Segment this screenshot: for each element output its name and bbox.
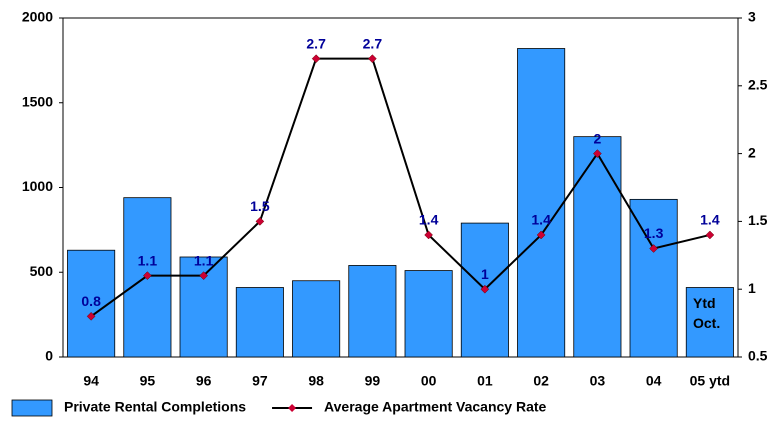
y-tick-label: 0	[45, 348, 53, 364]
marker	[649, 244, 658, 253]
y2-tick-label: 1	[748, 280, 756, 296]
data-label: 1.4	[531, 212, 551, 228]
x-tick-label: 01	[477, 373, 493, 389]
marker	[424, 230, 433, 240]
bar	[517, 48, 566, 358]
x-tick-label: 97	[252, 373, 268, 389]
y2-tick-label: 0.5	[748, 348, 768, 364]
y2-tick-label: 2	[748, 144, 756, 160]
bar	[685, 287, 734, 358]
marker	[199, 271, 208, 280]
data-label: 1.5	[250, 198, 270, 214]
marker	[143, 271, 152, 280]
marker	[311, 54, 321, 64]
y2-tick-label: 2.5	[748, 77, 768, 93]
bar	[67, 249, 116, 358]
bar	[179, 256, 228, 358]
marker	[593, 149, 602, 158]
data-label: 1	[481, 266, 489, 282]
legend-label: Average Apartment Vacancy Rate	[324, 399, 546, 415]
data-label: 1.4	[700, 212, 720, 228]
y-tick-label: 2000	[22, 9, 53, 25]
data-label: 2.7	[306, 35, 326, 51]
data-label: 1.1	[138, 252, 158, 268]
y2-tick-label: 3	[748, 9, 756, 25]
line	[90, 57, 711, 318]
x-tick-label: 99	[365, 373, 381, 389]
x-tick-label: 05 ytd	[690, 373, 730, 389]
data-label: 2	[593, 130, 601, 146]
x-tick-label: 96	[196, 373, 212, 389]
legend-marker	[288, 404, 297, 412]
bar	[629, 198, 678, 358]
annotation: Ytd Oct.	[693, 295, 720, 331]
bar	[404, 270, 453, 358]
y2-tick-label: 1.5	[748, 212, 768, 228]
bar	[348, 265, 397, 358]
marker	[480, 284, 490, 294]
marker	[705, 230, 715, 240]
legend-label: Private Rental Completions	[64, 399, 246, 415]
x-tick-label: 00	[421, 373, 437, 389]
marker	[86, 311, 96, 321]
data-label: 2.7	[363, 35, 383, 51]
bar	[235, 287, 284, 358]
marker	[255, 217, 265, 226]
legend-swatch	[11, 399, 53, 417]
x-tick-label: 04	[646, 373, 662, 389]
data-label: 1.4	[419, 212, 439, 228]
x-tick-label: 98	[308, 373, 324, 389]
data-label: 1.1	[194, 252, 214, 268]
y-tick-label: 500	[30, 263, 54, 279]
x-tick-label: 94	[83, 373, 99, 389]
data-label: 0.8	[81, 293, 101, 309]
bar	[573, 136, 622, 358]
x-tick-label: 03	[590, 373, 606, 389]
marker	[536, 230, 546, 240]
bar	[292, 280, 341, 358]
data-label: 1.3	[644, 225, 664, 241]
y-tick-label: 1500	[22, 93, 53, 109]
y-tick-label: 1000	[22, 178, 53, 194]
marker	[368, 54, 377, 64]
x-tick-label: 02	[533, 373, 549, 389]
x-tick-label: 95	[140, 373, 156, 389]
